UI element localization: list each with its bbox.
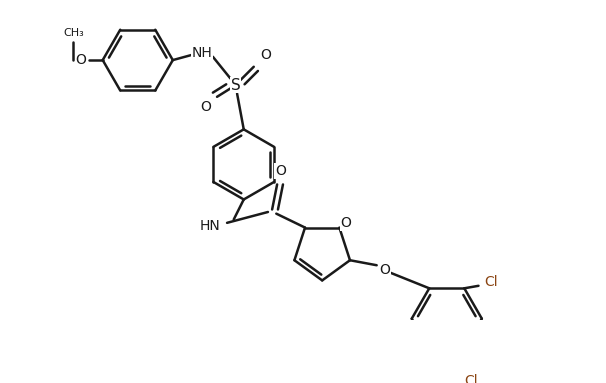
Text: O: O — [275, 164, 286, 178]
Text: NH: NH — [191, 46, 212, 61]
Text: O: O — [379, 263, 390, 277]
Text: O: O — [260, 48, 271, 62]
Text: Cl: Cl — [464, 374, 478, 383]
Text: O: O — [341, 216, 351, 231]
Text: CH₃: CH₃ — [63, 28, 84, 38]
Text: O: O — [200, 100, 211, 114]
Text: Cl: Cl — [484, 275, 498, 289]
Text: O: O — [76, 53, 87, 67]
Text: S: S — [230, 78, 240, 93]
Text: HN: HN — [199, 219, 221, 233]
